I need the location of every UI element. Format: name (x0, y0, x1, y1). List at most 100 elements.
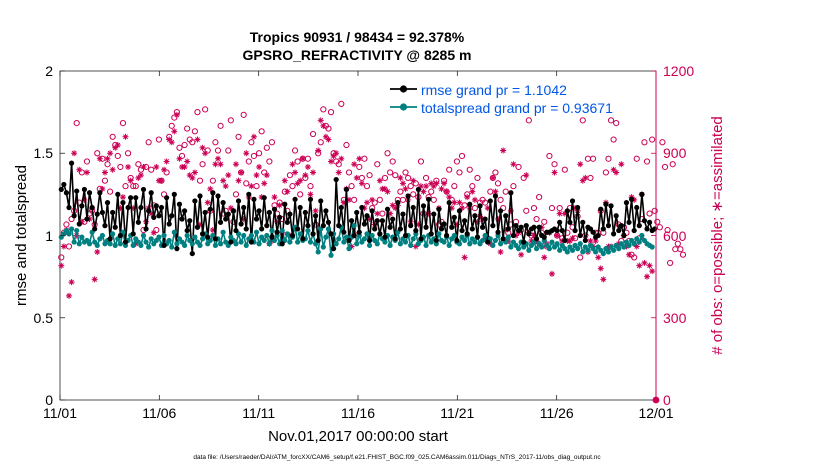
possible-obs-marker (317, 139, 324, 146)
possible-obs-marker (674, 240, 681, 247)
rmse-point (559, 227, 565, 234)
y-tick-label: 0.5 (34, 310, 54, 326)
assimilated-obs-marker (304, 163, 311, 170)
rmse-point (441, 221, 447, 227)
rmse-point (536, 224, 542, 230)
rmse-point (215, 193, 221, 199)
spread-point (99, 232, 105, 239)
assimilated-obs-marker (556, 210, 563, 217)
rmse-point (174, 246, 180, 252)
possible-obs-marker (494, 180, 502, 187)
obs-count-markers (58, 100, 687, 404)
rmse-point (151, 214, 157, 221)
rmse-point (230, 208, 237, 214)
spread-point (564, 249, 570, 255)
possible-obs-marker (225, 147, 232, 154)
assimilated-obs-marker (649, 268, 656, 275)
possible-obs-marker (83, 158, 91, 165)
assimilated-obs-marker (83, 169, 90, 176)
spread-point (220, 229, 226, 235)
rmse-point (143, 226, 149, 232)
spread-point (423, 242, 429, 248)
assimilated-obs-marker (376, 177, 383, 184)
possible-obs-marker (114, 152, 121, 160)
assimilated-obs-marker (356, 155, 363, 162)
possible-obs-marker (263, 144, 270, 151)
rmse-point (343, 186, 350, 193)
possible-obs-marker (510, 183, 517, 190)
possible-obs-marker (404, 174, 412, 182)
rmse-point (341, 229, 347, 235)
possible-obs-marker (130, 183, 137, 190)
assimilated-obs-marker (119, 194, 126, 201)
rmse-point (295, 226, 301, 232)
assimilated-obs-marker (348, 243, 355, 250)
rmse-point (379, 218, 386, 224)
assimilated-obs-marker (73, 232, 80, 239)
spread-point (295, 239, 301, 245)
possible-obs-marker (68, 215, 75, 223)
assimilated-obs-marker (292, 169, 299, 176)
x-tick-label: 11/16 (341, 405, 375, 421)
assimilated-obs-marker (410, 177, 417, 184)
spread-point (490, 242, 496, 248)
rmse-point (192, 198, 198, 204)
y2-tick-label: 900 (663, 145, 687, 161)
spread-point (140, 232, 147, 239)
assimilated-obs-marker (197, 221, 204, 228)
spread-point (169, 244, 175, 250)
spread-point (287, 239, 293, 245)
possible-obs-marker (335, 161, 342, 168)
rmse-point (148, 190, 154, 196)
possible-obs-marker (135, 161, 142, 168)
rmse-point (140, 186, 147, 193)
spread-point (410, 236, 416, 242)
rmse-point (256, 208, 262, 214)
data-file-footer: data file: /Users/raeder/DAI/ATM_forcXX/… (193, 454, 601, 461)
assimilated-obs-marker (548, 270, 555, 277)
spread-point (333, 241, 339, 247)
spread-point (110, 231, 116, 237)
assimilated-obs-marker (214, 155, 221, 162)
possible-obs-marker (214, 147, 222, 154)
rmse-point (390, 216, 396, 222)
rmse-point (505, 226, 511, 232)
spread-point (243, 242, 249, 248)
spread-point (320, 244, 326, 250)
rmse-point (128, 195, 134, 201)
possible-obs-marker (410, 191, 417, 198)
possible-obs-marker (248, 139, 255, 146)
assimilated-obs-marker (289, 161, 296, 168)
rmse-point (526, 231, 532, 237)
y-tick-labels: 0 0.5 1 1.5 2 (34, 63, 54, 408)
rmse-point (459, 227, 465, 234)
rmse-point (315, 237, 321, 244)
assimilated-obs-marker (351, 161, 358, 168)
rmse-point (418, 236, 424, 242)
rmse-point (261, 195, 267, 201)
spread-point (86, 241, 93, 247)
possible-obs-marker (196, 177, 204, 184)
assimilated-obs-marker (68, 279, 75, 286)
rmse-point (423, 224, 429, 230)
spread-point (189, 241, 195, 247)
rmse-point (323, 208, 329, 214)
y-axis-label: rmse and totalspread (13, 165, 30, 306)
assimilated-obs-marker (646, 262, 653, 269)
assimilated-obs-marker (168, 139, 175, 146)
rmse-point (115, 191, 121, 197)
assimilated-obs-marker (381, 185, 388, 192)
assimilated-obs-marker (109, 166, 116, 173)
spread-point (174, 241, 180, 247)
assimilated-obs-marker (232, 161, 239, 168)
possible-obs-marker (482, 199, 489, 206)
rmse-point (71, 213, 77, 219)
rmse-point (613, 213, 619, 219)
possible-obs-marker (523, 207, 530, 214)
assimilated-obs-marker (299, 155, 306, 162)
rmse-point (408, 223, 414, 229)
legend-box (387, 77, 647, 117)
legend-label-spread: totalspread grand pr = 0.93671 (421, 100, 613, 116)
assimilated-obs-marker (402, 185, 409, 192)
spread-point (328, 252, 334, 258)
